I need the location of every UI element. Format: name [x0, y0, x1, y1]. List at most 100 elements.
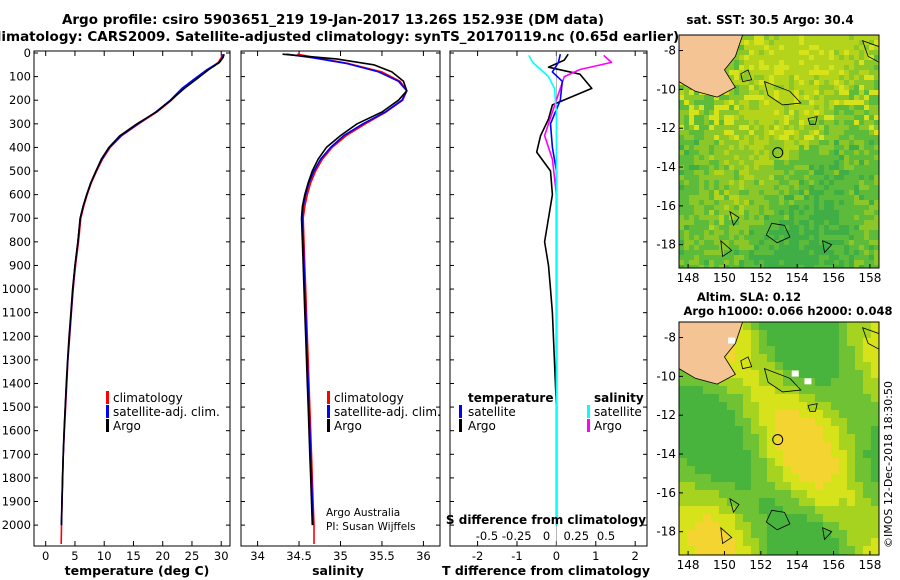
map-cell	[743, 498, 752, 507]
map-cell	[754, 165, 760, 171]
salinity-axis: 34 34.5 35 35.5 36	[250, 51, 431, 563]
map-cell	[819, 145, 825, 151]
map-cell	[815, 522, 824, 531]
map-cell	[679, 100, 685, 106]
map-cell	[749, 175, 755, 181]
map-cell	[687, 546, 696, 555]
map-cell	[789, 240, 795, 246]
map-cell	[734, 95, 740, 101]
map-cell	[804, 200, 810, 206]
map-cell	[764, 85, 770, 91]
map-cell	[834, 50, 840, 56]
map-cell	[824, 110, 830, 116]
map-cell	[871, 394, 879, 403]
map-cell	[874, 150, 879, 156]
map-cell	[819, 245, 825, 251]
map-cell	[744, 175, 750, 181]
map-cell	[687, 394, 696, 403]
map-cell	[814, 205, 820, 211]
map-cell	[694, 220, 700, 226]
map-cell	[824, 45, 830, 51]
map-cell	[689, 250, 695, 256]
map-cell	[779, 220, 785, 226]
map-cell	[823, 354, 832, 363]
map-cell	[839, 90, 845, 96]
map-cell	[703, 402, 712, 411]
map-cell	[794, 55, 800, 61]
map-cell	[759, 450, 768, 459]
differences-plot-frame	[449, 50, 648, 547]
map-cell	[874, 230, 879, 236]
map-cell	[779, 165, 785, 171]
map-cell	[774, 265, 780, 268]
map-cell	[864, 230, 870, 236]
map-cell	[684, 160, 690, 166]
map-cell	[754, 70, 760, 76]
map-cell	[689, 195, 695, 201]
map-cell	[829, 130, 835, 136]
map-cell	[784, 260, 790, 266]
map-cell	[734, 55, 740, 61]
map-cell	[767, 498, 776, 507]
map-cell	[724, 140, 730, 146]
map-cell	[704, 115, 710, 121]
salinity-profiles	[282, 53, 408, 544]
map-cell	[789, 255, 795, 261]
map-cell	[819, 135, 825, 141]
map-cell	[864, 255, 870, 261]
map-cell	[859, 255, 865, 261]
map-cell	[689, 255, 695, 261]
map-cell	[719, 150, 725, 156]
map-cell	[767, 386, 776, 395]
map-cell	[799, 155, 805, 161]
map-cell	[871, 530, 879, 539]
map-cell	[735, 442, 744, 451]
map-cell	[807, 370, 816, 379]
map-cell	[739, 60, 745, 66]
map-cell	[824, 35, 830, 41]
map-cell	[759, 145, 765, 151]
map-cell	[774, 245, 780, 251]
map-cell	[714, 220, 720, 226]
map-cell	[844, 75, 850, 81]
map-cell	[804, 230, 810, 236]
map-cell	[829, 220, 835, 226]
map-cell	[814, 225, 820, 231]
map-cell	[759, 482, 768, 491]
map-cell	[871, 482, 879, 491]
map-cell	[759, 530, 768, 539]
map-cell	[734, 105, 740, 111]
map-cell	[714, 205, 720, 211]
map-lat-label: -16	[656, 199, 676, 213]
map-cell	[734, 145, 740, 151]
map-cell	[834, 225, 840, 231]
map-cell	[694, 170, 700, 176]
map-cell	[703, 394, 712, 403]
difference-profiles	[528, 51, 613, 546]
map-cell	[831, 522, 840, 531]
map-cell	[839, 474, 848, 483]
map-cell	[807, 386, 816, 395]
map-cell	[839, 115, 845, 121]
map-cell	[844, 190, 850, 196]
map-cell	[695, 434, 704, 443]
map-cell	[704, 190, 710, 196]
map-cell	[824, 175, 830, 181]
map-cell	[719, 225, 725, 231]
map-cell	[739, 115, 745, 121]
map-cell	[744, 205, 750, 211]
map-cell	[815, 442, 824, 451]
map-cell	[807, 338, 816, 347]
map-cell	[754, 150, 760, 156]
map-cell	[679, 120, 685, 126]
map-cell	[814, 155, 820, 161]
map-cell	[849, 130, 855, 136]
depth-tick-label: 1400	[2, 376, 31, 390]
map-cell	[847, 386, 856, 395]
map-cell	[779, 170, 785, 176]
map-cell	[799, 370, 808, 379]
map-cell	[864, 135, 870, 141]
map-cell	[829, 115, 835, 121]
map-cell	[684, 120, 690, 126]
